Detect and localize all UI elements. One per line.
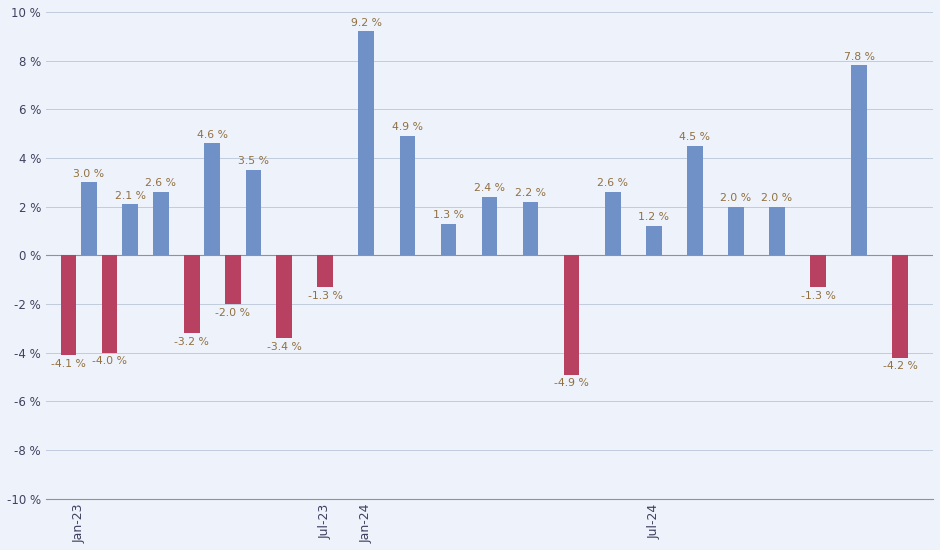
- Bar: [769, 207, 785, 255]
- Bar: [687, 146, 702, 255]
- Bar: [810, 255, 826, 287]
- Bar: [564, 255, 579, 375]
- Text: -2.0 %: -2.0 %: [215, 307, 250, 318]
- Text: -4.2 %: -4.2 %: [883, 361, 917, 371]
- Text: 2.0 %: 2.0 %: [761, 193, 792, 203]
- Text: 4.6 %: 4.6 %: [196, 130, 227, 140]
- Bar: [318, 255, 333, 287]
- Text: 3.5 %: 3.5 %: [238, 157, 269, 167]
- Text: -1.3 %: -1.3 %: [801, 290, 836, 301]
- Bar: [184, 255, 199, 333]
- Text: 2.0 %: 2.0 %: [720, 193, 751, 203]
- Text: -4.0 %: -4.0 %: [92, 356, 127, 366]
- Bar: [892, 255, 908, 358]
- Bar: [400, 136, 415, 255]
- Bar: [441, 224, 456, 255]
- Text: 2.6 %: 2.6 %: [597, 178, 628, 189]
- Text: -3.4 %: -3.4 %: [267, 342, 302, 351]
- Bar: [358, 31, 374, 255]
- Bar: [605, 192, 620, 255]
- Bar: [205, 144, 220, 255]
- Text: 4.9 %: 4.9 %: [392, 123, 423, 133]
- Bar: [225, 255, 241, 304]
- Bar: [481, 197, 497, 255]
- Text: 7.8 %: 7.8 %: [843, 52, 874, 62]
- Text: 2.4 %: 2.4 %: [474, 183, 505, 193]
- Bar: [61, 255, 76, 355]
- Text: 3.0 %: 3.0 %: [73, 169, 104, 179]
- Text: 1.3 %: 1.3 %: [433, 210, 464, 220]
- Text: -1.3 %: -1.3 %: [307, 290, 343, 301]
- Text: 2.6 %: 2.6 %: [146, 178, 177, 189]
- Bar: [81, 182, 97, 255]
- Text: 2.2 %: 2.2 %: [515, 188, 546, 198]
- Text: 9.2 %: 9.2 %: [351, 18, 382, 28]
- Text: 1.2 %: 1.2 %: [638, 212, 669, 222]
- Bar: [276, 255, 292, 338]
- Bar: [102, 255, 118, 353]
- Text: 4.5 %: 4.5 %: [680, 132, 711, 142]
- Text: -3.2 %: -3.2 %: [174, 337, 210, 347]
- Bar: [122, 204, 138, 255]
- Bar: [646, 226, 662, 255]
- Bar: [728, 207, 744, 255]
- Bar: [852, 65, 867, 255]
- Text: -4.9 %: -4.9 %: [555, 378, 589, 388]
- Bar: [523, 202, 539, 255]
- Bar: [245, 170, 261, 255]
- Text: -4.1 %: -4.1 %: [51, 359, 86, 369]
- Text: 2.1 %: 2.1 %: [115, 190, 146, 201]
- Bar: [153, 192, 169, 255]
